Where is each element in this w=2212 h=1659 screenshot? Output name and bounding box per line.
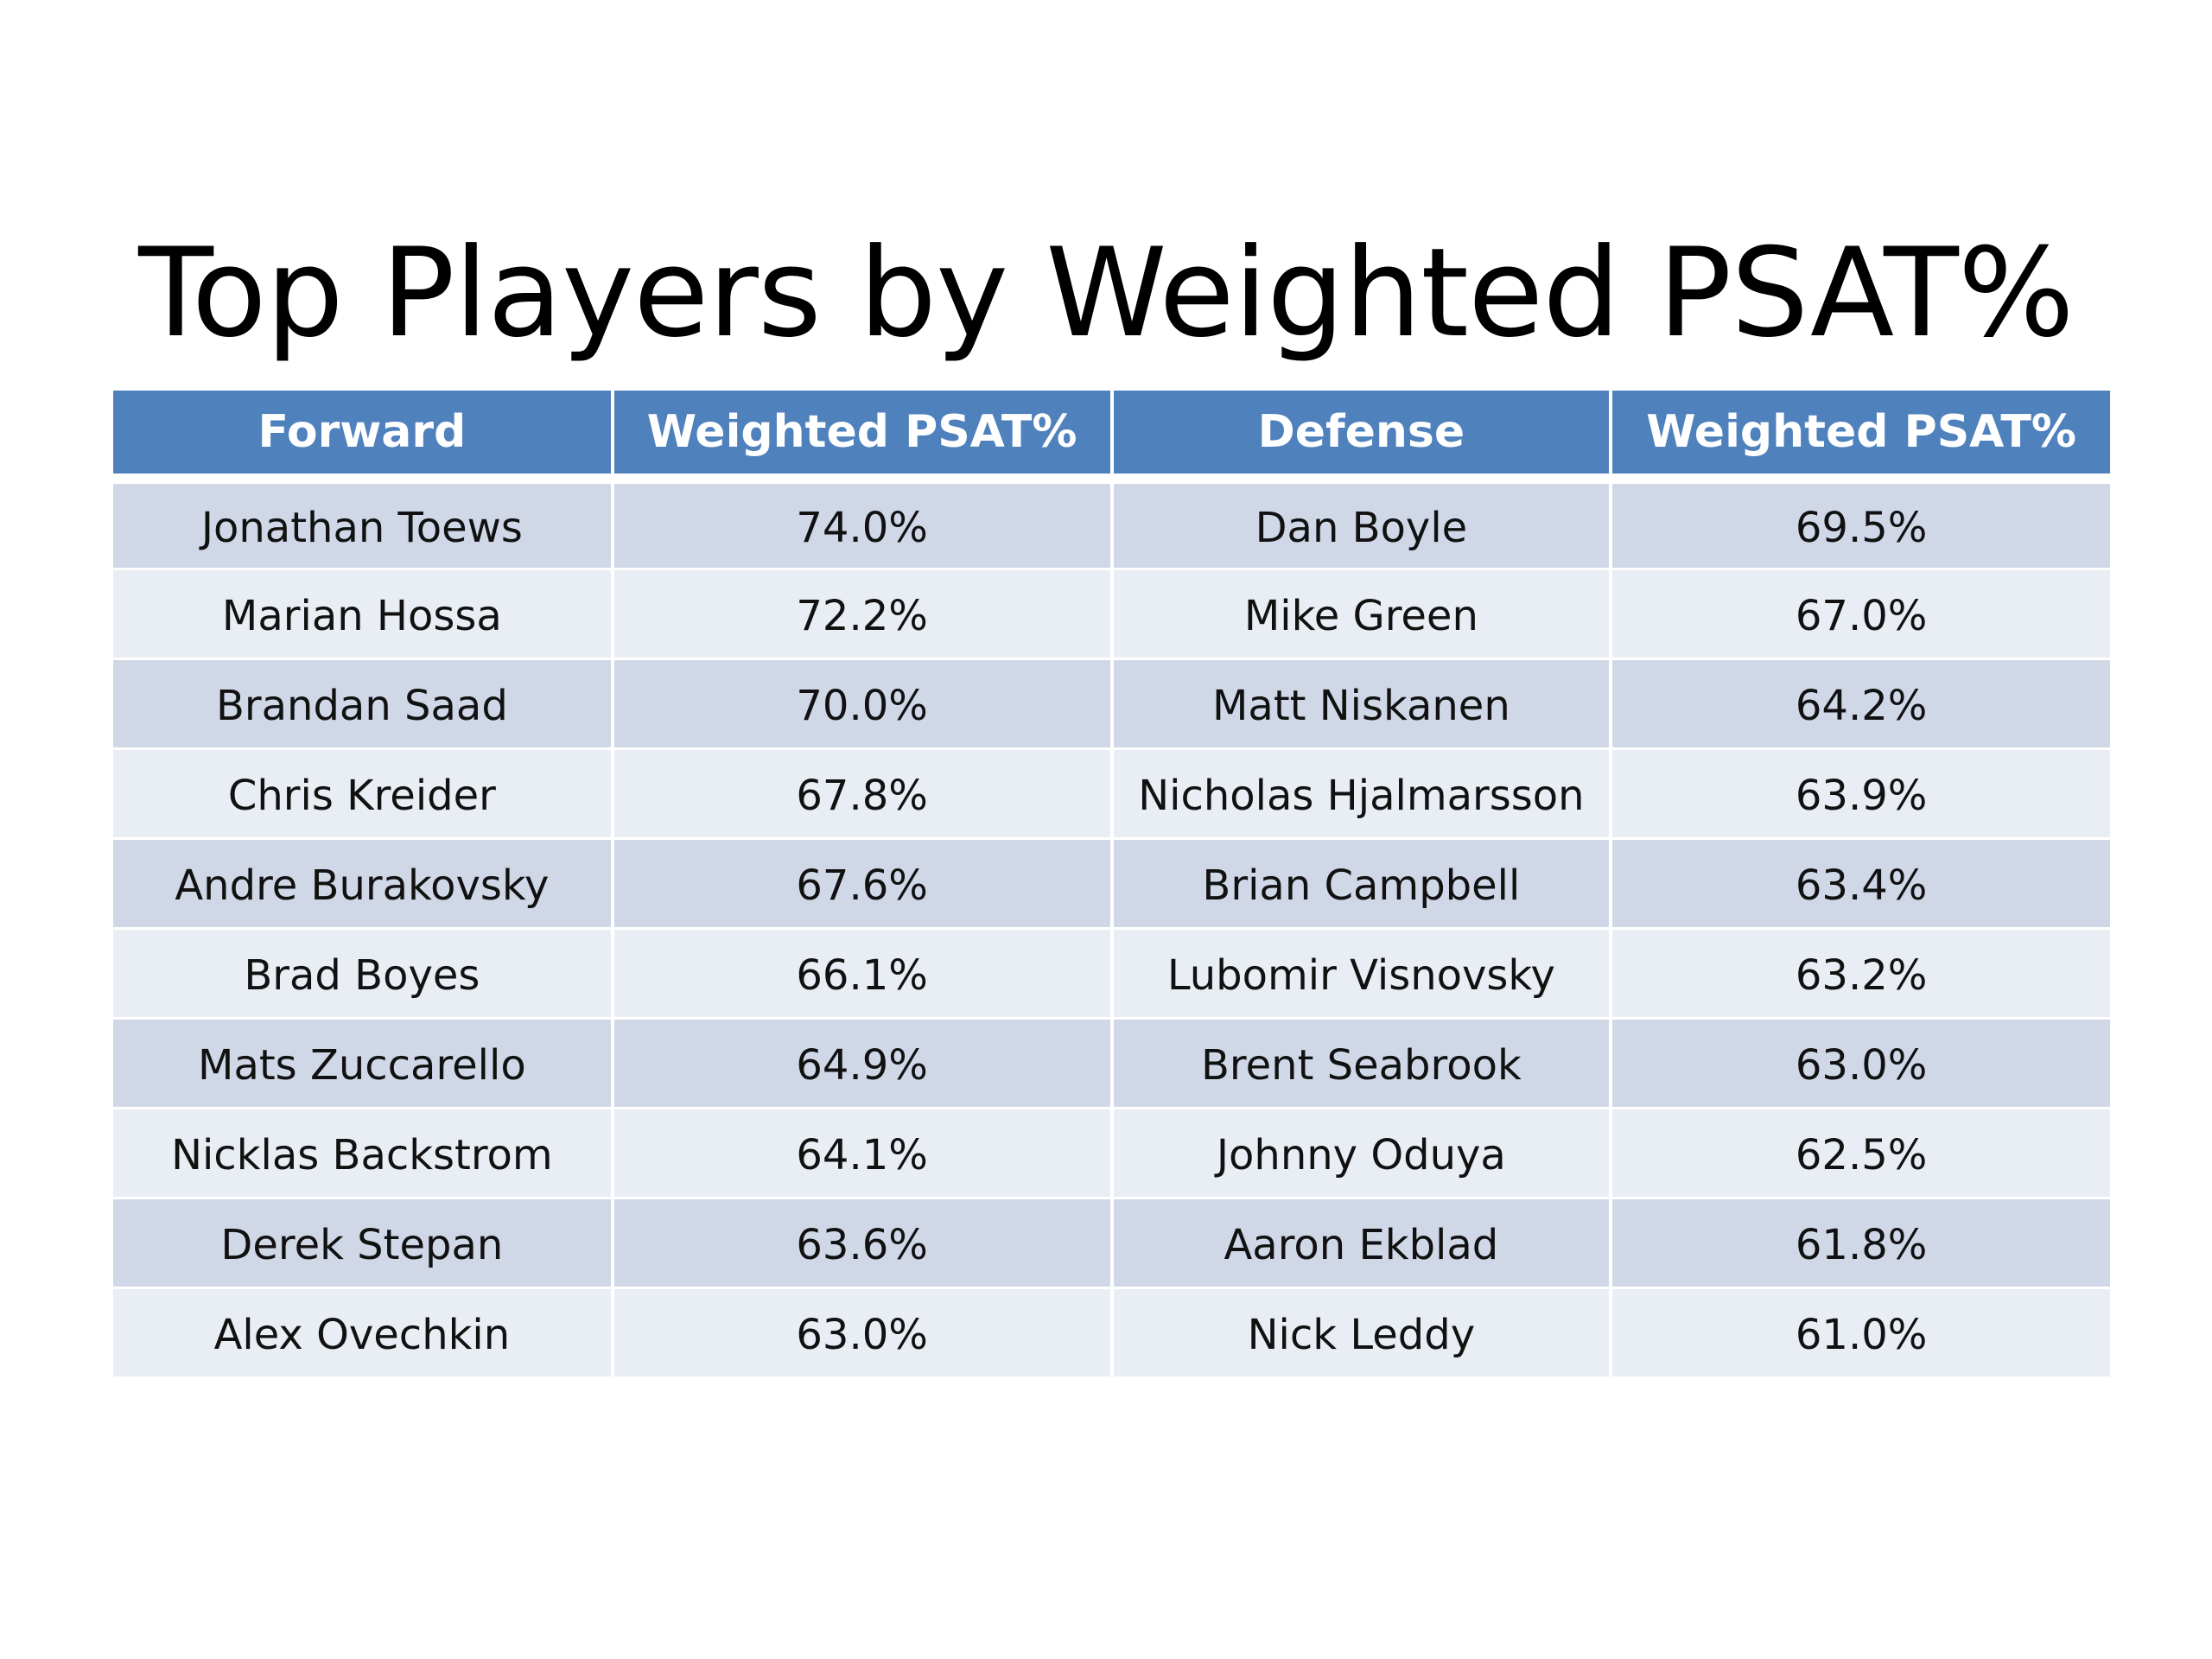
table-row: Marian Hossa 72.2% Mike Green 67.0% [113, 569, 2110, 660]
defense-name: Aaron Ekblad [1111, 1198, 1613, 1289]
defense-psat: 64.2% [1611, 658, 2110, 750]
defense-name: Mike Green [1111, 569, 1613, 660]
table-header-row: Forward Weighted PSAT% Defense Weighted … [113, 391, 2110, 484]
forward-psat: 74.0% [612, 479, 1114, 570]
table-row: Brandan Saad 70.0% Matt Niskanen 64.2% [113, 658, 2110, 750]
forward-name: Marian Hossa [113, 569, 614, 660]
table-row: Brad Boyes 66.1% Lubomir Visnovsky 63.2% [113, 928, 2110, 1020]
defense-name: Nicholas Hjalmarsson [1111, 748, 1613, 840]
forward-psat: 63.0% [612, 1287, 1114, 1379]
defense-name: Johnny Oduya [1111, 1108, 1613, 1199]
defense-name: Brent Seabrook [1111, 1018, 1613, 1109]
defense-name: Dan Boyle [1111, 479, 1613, 570]
defense-psat: 62.5% [1611, 1108, 2110, 1199]
table-row: Jonathan Toews 74.0% Dan Boyle 69.5% [113, 479, 2110, 570]
forward-psat: 64.9% [612, 1018, 1114, 1109]
forward-name: Alex Ovechkin [113, 1287, 614, 1379]
forward-psat: 63.6% [612, 1198, 1114, 1289]
defense-psat: 63.4% [1611, 838, 2110, 930]
table-row: Alex Ovechkin 63.0% Nick Leddy 61.0% [113, 1287, 2110, 1379]
forward-psat: 70.0% [612, 658, 1114, 750]
defense-psat: 61.0% [1611, 1287, 2110, 1379]
forward-name: Mats Zuccarello [113, 1018, 614, 1109]
forward-psat: 64.1% [612, 1108, 1114, 1199]
header-defense: Defense [1111, 391, 1613, 484]
header-forward-psat: Weighted PSAT% [612, 391, 1114, 484]
header-defense-psat: Weighted PSAT% [1611, 391, 2110, 484]
defense-name: Brian Campbell [1111, 838, 1613, 930]
defense-psat: 67.0% [1611, 569, 2110, 660]
forward-psat: 67.6% [612, 838, 1114, 930]
defense-name: Lubomir Visnovsky [1111, 928, 1613, 1020]
forward-name: Derek Stepan [113, 1198, 614, 1289]
defense-psat: 63.0% [1611, 1018, 2110, 1109]
slide-title: Top Players by Weighted PSAT% [138, 222, 2075, 365]
defense-psat: 61.8% [1611, 1198, 2110, 1289]
defense-name: Matt Niskanen [1111, 658, 1613, 750]
forward-psat: 67.8% [612, 748, 1114, 840]
forward-name: Jonathan Toews [113, 479, 614, 570]
forward-name: Nicklas Backstrom [113, 1108, 614, 1199]
defense-psat: 63.2% [1611, 928, 2110, 1020]
defense-psat: 63.9% [1611, 748, 2110, 840]
table-row: Andre Burakovsky 67.6% Brian Campbell 63… [113, 838, 2110, 930]
forward-name: Andre Burakovsky [113, 838, 614, 930]
table-row: Derek Stepan 63.6% Aaron Ekblad 61.8% [113, 1198, 2110, 1289]
forward-psat: 72.2% [612, 569, 1114, 660]
forward-name: Brandan Saad [113, 658, 614, 750]
header-forward: Forward [113, 391, 614, 484]
forward-name: Chris Kreider [113, 748, 614, 840]
forward-psat: 66.1% [612, 928, 1114, 1020]
defense-psat: 69.5% [1611, 479, 2110, 570]
table-row: Mats Zuccarello 64.9% Brent Seabrook 63.… [113, 1018, 2110, 1109]
forward-name: Brad Boyes [113, 928, 614, 1020]
players-table: Forward Weighted PSAT% Defense Weighted … [113, 391, 2110, 1379]
defense-name: Nick Leddy [1111, 1287, 1613, 1379]
table-row: Chris Kreider 67.8% Nicholas Hjalmarsson… [113, 748, 2110, 840]
table-row: Nicklas Backstrom 64.1% Johnny Oduya 62.… [113, 1108, 2110, 1199]
